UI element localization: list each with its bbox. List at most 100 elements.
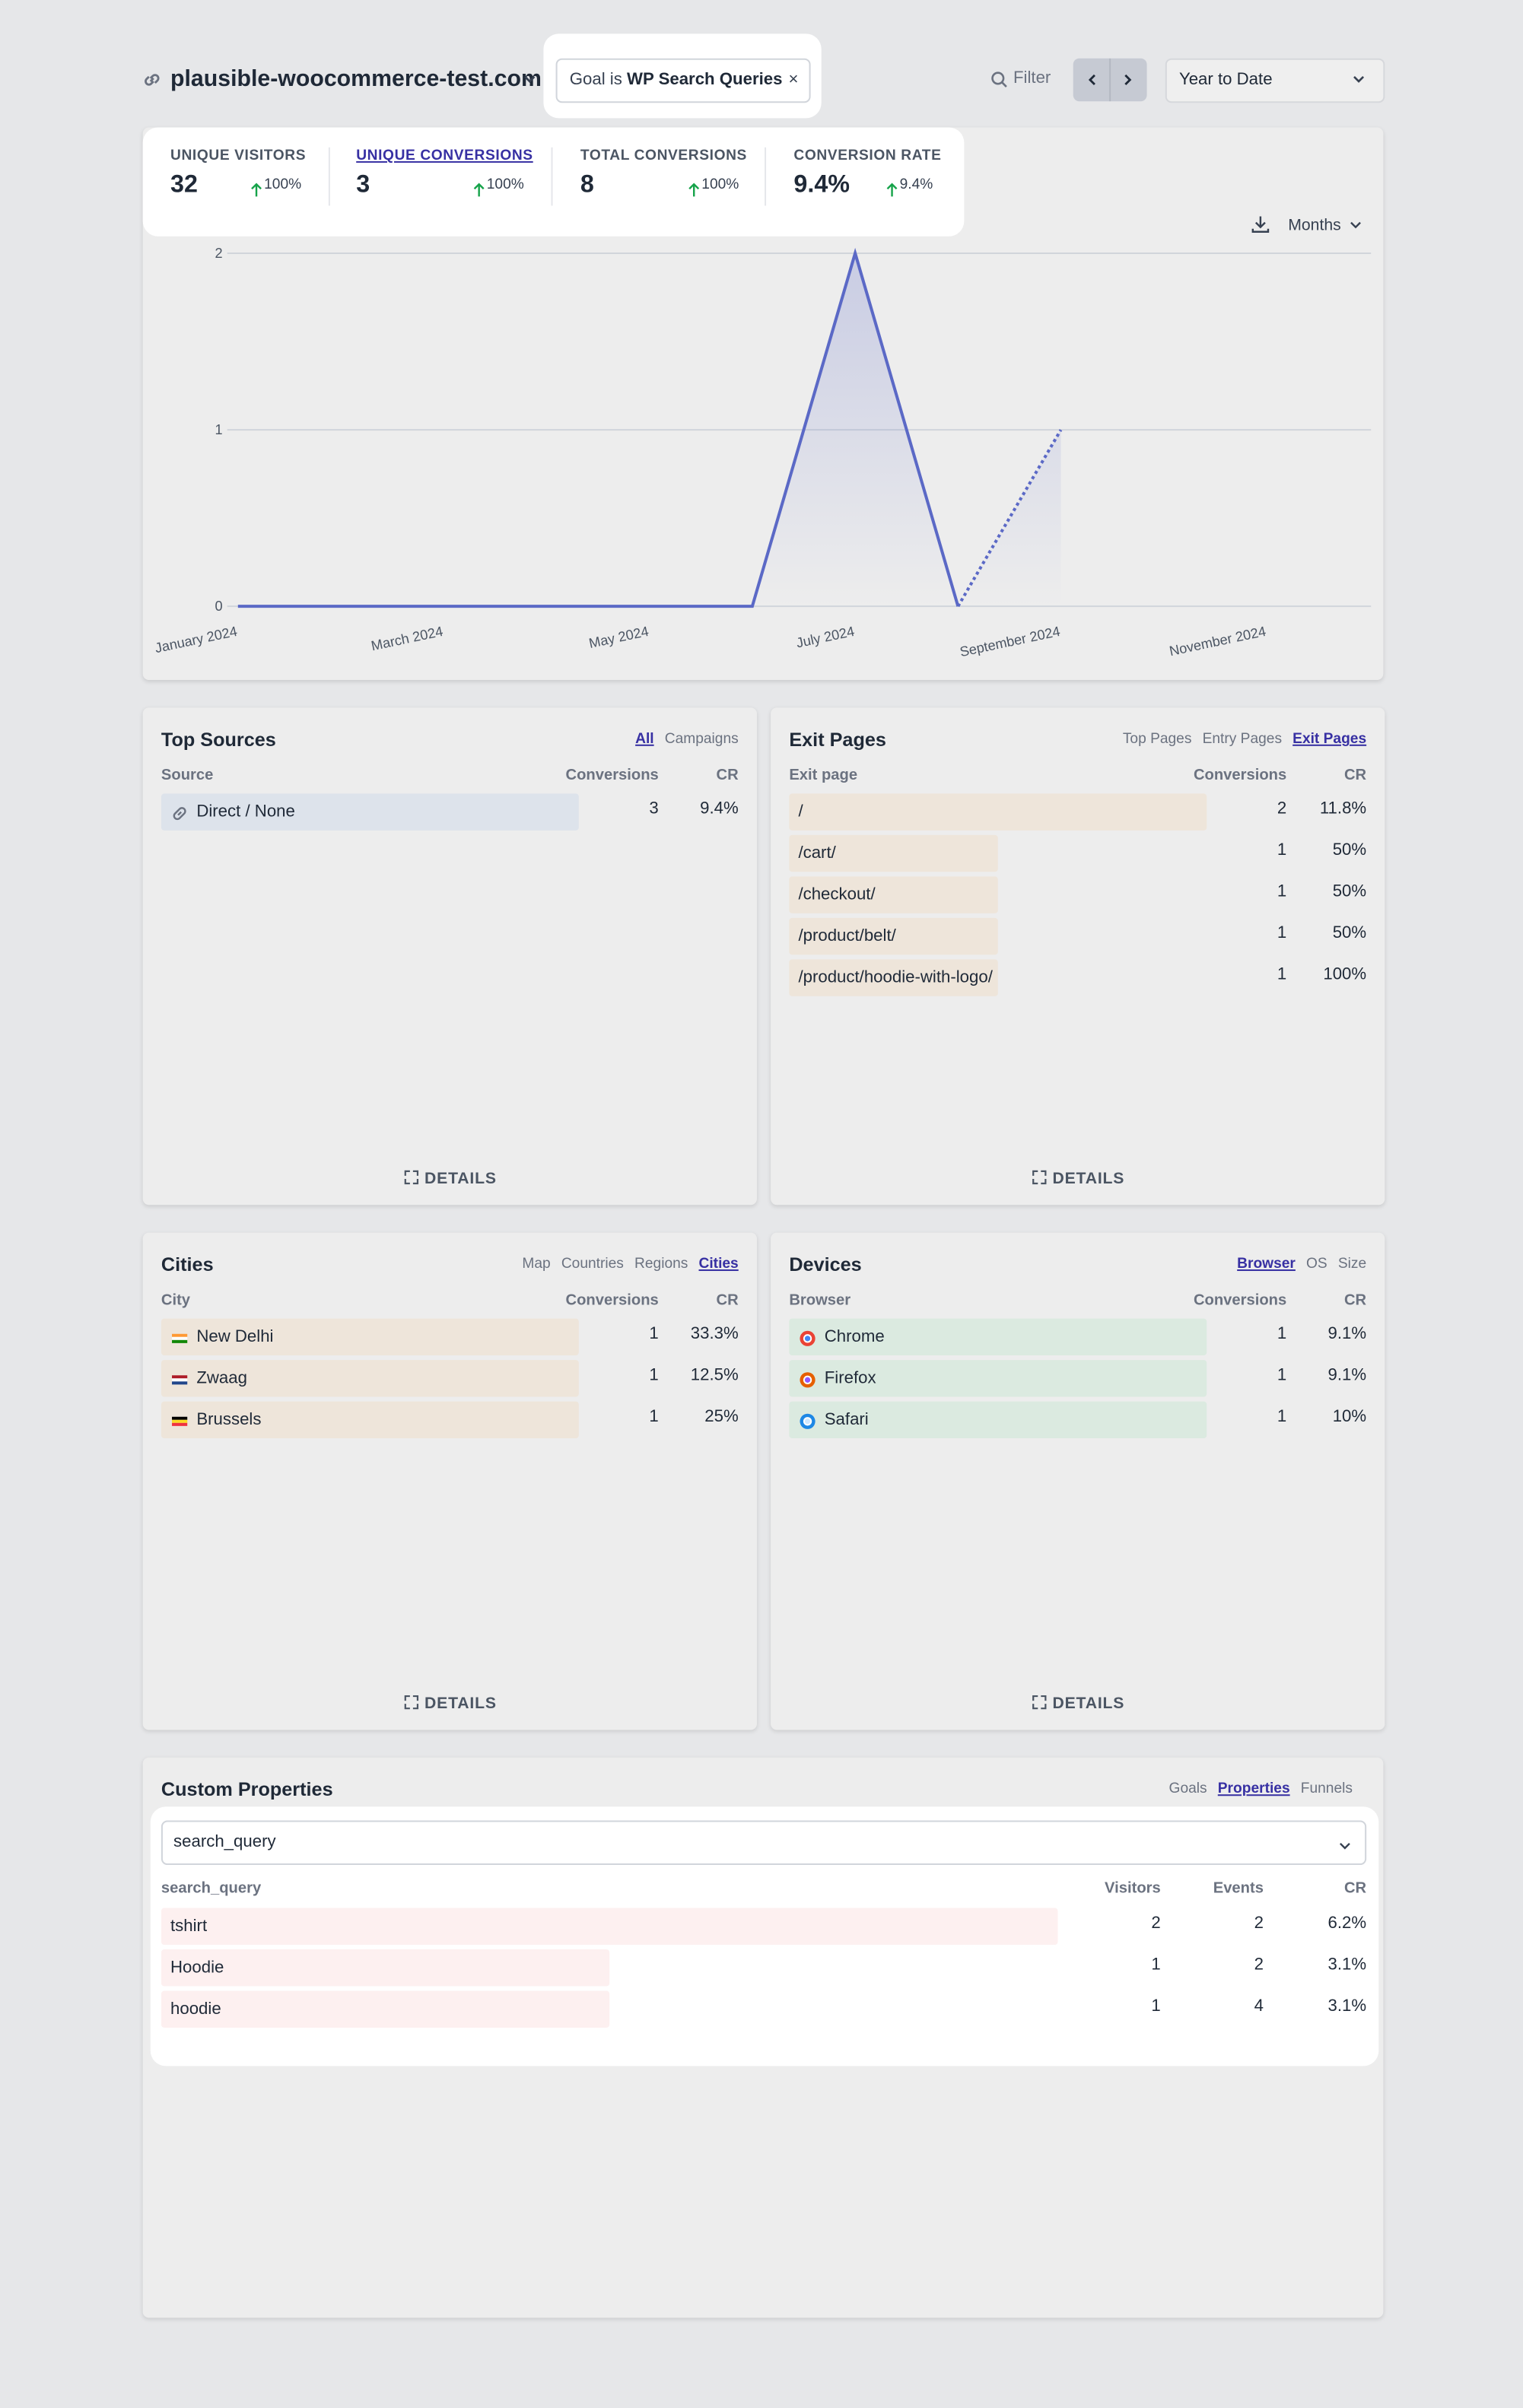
filter-chip[interactable]: Goal is WP Search Queries × [555, 58, 811, 103]
tab[interactable]: Size [1337, 1255, 1367, 1273]
property-select[interactable]: search_query [161, 1820, 1367, 1866]
column-header: Exit page [789, 767, 858, 785]
metric-change: 100% [486, 176, 524, 194]
tab[interactable]: Funnels [1300, 1781, 1353, 1798]
site-name[interactable]: plausible-woocommerce-test.com [170, 65, 542, 93]
row-bar [789, 876, 998, 913]
row-label[interactable]: Zwaag [196, 1369, 247, 1388]
line [237, 247, 960, 608]
metric-label[interactable]: TOTAL CONVERSIONS [580, 147, 747, 164]
metric-change: 100% [264, 176, 302, 194]
separator [765, 147, 767, 206]
row-value: 11.8% [1319, 799, 1367, 818]
row-value: 6.2% [1327, 1914, 1367, 1933]
column-header: CR [1343, 1880, 1367, 1898]
row-value: 3.1% [1327, 1997, 1367, 2016]
panel: Exit Pages Top Pages Entry Pages Exit Pages… [771, 707, 1385, 1206]
y-tick-label: 0 [215, 599, 223, 614]
remove-filter[interactable]: × [788, 70, 799, 90]
tab[interactable]: Properties [1217, 1781, 1290, 1798]
chevron [1350, 221, 1361, 229]
area [237, 253, 1061, 607]
column-header: City [161, 1292, 191, 1310]
tab[interactable]: Countries [561, 1255, 624, 1273]
row-icon [798, 1328, 816, 1346]
tab[interactable]: Map [522, 1255, 551, 1273]
tab[interactable]: All [635, 730, 654, 748]
download-icon[interactable] [1251, 215, 1270, 233]
row-bar [789, 834, 998, 872]
y-tick-label: 1 [215, 422, 223, 437]
row-icon [170, 802, 189, 821]
tab[interactable]: Regions [634, 1255, 688, 1273]
period-select[interactable]: Year to Date [1165, 58, 1385, 103]
row-value: 1 [1277, 1324, 1287, 1343]
row-value: 10% [1332, 1407, 1367, 1426]
tab[interactable]: OS [1306, 1255, 1327, 1273]
separator [328, 147, 330, 206]
change-arrow [250, 178, 262, 197]
row-bar [789, 793, 1207, 831]
row-value: 1 [1277, 840, 1287, 860]
row-label[interactable]: Brussels [196, 1410, 262, 1429]
details-button[interactable]: DETAILS [143, 1170, 757, 1188]
row-bar [789, 917, 998, 955]
row-label[interactable]: Chrome [824, 1327, 885, 1346]
row-label[interactable]: /product/hoodie-with-logo/ [798, 968, 993, 987]
chevron [1353, 75, 1365, 83]
metric-value: 32 [170, 172, 198, 199]
row-label[interactable]: /product/belt/ [798, 926, 896, 946]
row-bar [161, 793, 579, 831]
interval-select[interactable]: Months [1288, 216, 1341, 235]
row-bar [161, 1990, 610, 2028]
column-header: Conversions [565, 767, 659, 785]
row-bar [789, 1318, 1207, 1356]
row-value: 4 [1254, 1997, 1264, 2016]
row-value: 100% [1323, 965, 1367, 984]
tab[interactable]: Top Pages [1122, 730, 1192, 748]
period-label: Year to Date [1178, 70, 1273, 90]
row-label[interactable]: Safari [824, 1410, 869, 1429]
row-label[interactable]: Hoodie [170, 1958, 224, 1978]
nav-arrows[interactable] [1073, 58, 1147, 102]
row-label[interactable]: tshirt [170, 1917, 208, 1936]
chevron [524, 75, 536, 83]
row-label[interactable]: New Delhi [196, 1327, 274, 1346]
tab[interactable]: Cities [698, 1255, 739, 1273]
row-value: 1 [1151, 1997, 1161, 2016]
metric-label[interactable]: UNIQUE VISITORS [170, 147, 307, 164]
metric-label[interactable]: CONVERSION RATE [793, 147, 942, 164]
tab[interactable]: Entry Pages [1202, 730, 1283, 748]
row-label[interactable]: Firefox [824, 1369, 876, 1388]
row-label[interactable]: /cart/ [798, 843, 836, 863]
tabs: Goals Properties Funnels [1158, 1781, 1353, 1797]
column-header: CR [1343, 767, 1367, 785]
details-button[interactable]: DETAILS [771, 1695, 1385, 1713]
row-label[interactable]: /checkout/ [798, 885, 876, 904]
row-bar [789, 959, 998, 996]
row-bar [161, 1401, 579, 1439]
row-icon [170, 1369, 189, 1387]
column-header: Visitors [1105, 1880, 1161, 1898]
panel: Top Sources All Campaigns Source Conversions… [142, 707, 757, 1206]
row-label[interactable]: / [798, 802, 803, 821]
row-icon [798, 1411, 816, 1429]
tab[interactable]: Exit Pages [1292, 730, 1367, 748]
column-header: Source [161, 767, 214, 785]
details-button[interactable]: DETAILS [143, 1695, 757, 1713]
metric-label[interactable]: UNIQUE CONVERSIONS [356, 147, 533, 164]
x-tick-label: May 2024 [587, 624, 650, 651]
row-label[interactable]: Direct / None [196, 802, 295, 821]
tab[interactable]: Browser [1237, 1255, 1296, 1273]
details-label: DETAILS [1052, 1169, 1125, 1189]
column-header: CR [716, 1292, 739, 1310]
row-value: 2 [1254, 1914, 1264, 1933]
details-label: DETAILS [1052, 1695, 1125, 1714]
x-tick-label: November 2024 [1168, 624, 1267, 659]
row-label[interactable]: hoodie [170, 2000, 221, 2019]
tab[interactable]: Campaigns [664, 730, 739, 748]
filter-button[interactable]: Filter [1013, 68, 1051, 88]
details-button[interactable]: DETAILS [771, 1170, 1385, 1188]
line-chart: 0 1 2 January 2024 March 2024 May 2024 July 20… [154, 246, 1372, 659]
tab[interactable]: Goals [1168, 1781, 1207, 1798]
